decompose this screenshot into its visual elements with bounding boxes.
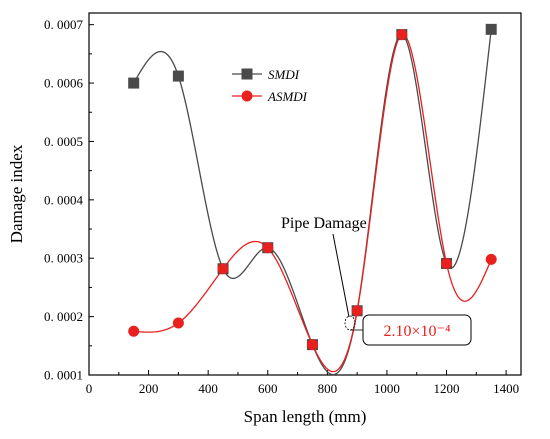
x-tick-label: 600 bbox=[258, 381, 278, 396]
plot-frame bbox=[88, 12, 522, 376]
y-axis-label: Damage index bbox=[7, 144, 26, 243]
asmdi-point bbox=[485, 253, 497, 265]
asmdi-point bbox=[306, 339, 318, 351]
x-tick-label: 1000 bbox=[374, 381, 400, 396]
legend-smdi-label: SMDI bbox=[268, 67, 300, 82]
callout-value: 2.10×10⁻⁴ bbox=[383, 323, 450, 340]
y-tick-label: 0. 0001 bbox=[44, 368, 83, 383]
y-tick-label: 0. 0003 bbox=[44, 251, 83, 266]
smdi-point bbox=[172, 70, 184, 82]
pipe-damage-label: Pipe Damage bbox=[281, 215, 367, 232]
x-tick-label: 800 bbox=[318, 381, 338, 396]
asmdi-point bbox=[351, 305, 363, 317]
asmdi-point bbox=[396, 29, 408, 41]
asmdi-point bbox=[217, 263, 229, 275]
pipe-damage-arrow bbox=[332, 233, 350, 318]
y-tick-label: 0. 0002 bbox=[44, 309, 83, 324]
asmdi-point bbox=[172, 317, 184, 329]
x-tick-label: 0 bbox=[86, 381, 93, 396]
x-tick-label: 1400 bbox=[493, 381, 519, 396]
asmdi-point bbox=[262, 242, 274, 254]
legend-asmdi-label: ASMDI bbox=[267, 89, 308, 104]
smdi-point bbox=[485, 23, 497, 35]
asmdi-point bbox=[441, 257, 453, 269]
legend: SMDI ASMDI bbox=[232, 67, 308, 104]
x-axis-ticks: 0 200 400 600 800 1000 1200 1400 bbox=[86, 370, 519, 396]
marker-layer bbox=[128, 23, 497, 351]
y-axis-ticks: 0. 0001 0. 0002 0. 0003 0. 0004 0. 0005 0. 00… bbox=[44, 17, 94, 383]
y-tick-label: 0. 0007 bbox=[44, 17, 84, 32]
y-tick-label: 0. 0006 bbox=[44, 76, 84, 91]
x-tick-label: 400 bbox=[198, 381, 218, 396]
legend-smdi-marker bbox=[241, 68, 253, 80]
asmdi-point bbox=[128, 325, 140, 337]
damage-marker-ellipse bbox=[344, 315, 356, 331]
x-axis-label: Span length (mm) bbox=[244, 407, 367, 426]
x-tick-label: 1200 bbox=[434, 381, 460, 396]
y-tick-label: 0. 0004 bbox=[44, 192, 84, 207]
x-tick-label: 200 bbox=[139, 381, 159, 396]
legend-asmdi-marker bbox=[241, 90, 253, 102]
smdi-point bbox=[128, 77, 140, 89]
callout-box bbox=[362, 314, 472, 346]
y-tick-label: 0. 0005 bbox=[44, 134, 83, 149]
